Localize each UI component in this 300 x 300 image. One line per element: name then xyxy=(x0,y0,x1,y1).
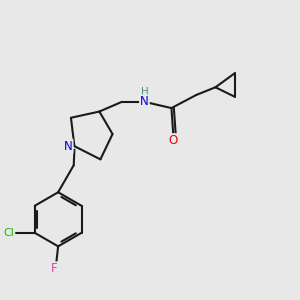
Text: N: N xyxy=(64,140,73,153)
Text: O: O xyxy=(169,134,178,147)
Text: N: N xyxy=(140,95,149,108)
Text: F: F xyxy=(51,262,58,275)
Text: Cl: Cl xyxy=(3,228,14,238)
Text: H: H xyxy=(140,87,148,97)
